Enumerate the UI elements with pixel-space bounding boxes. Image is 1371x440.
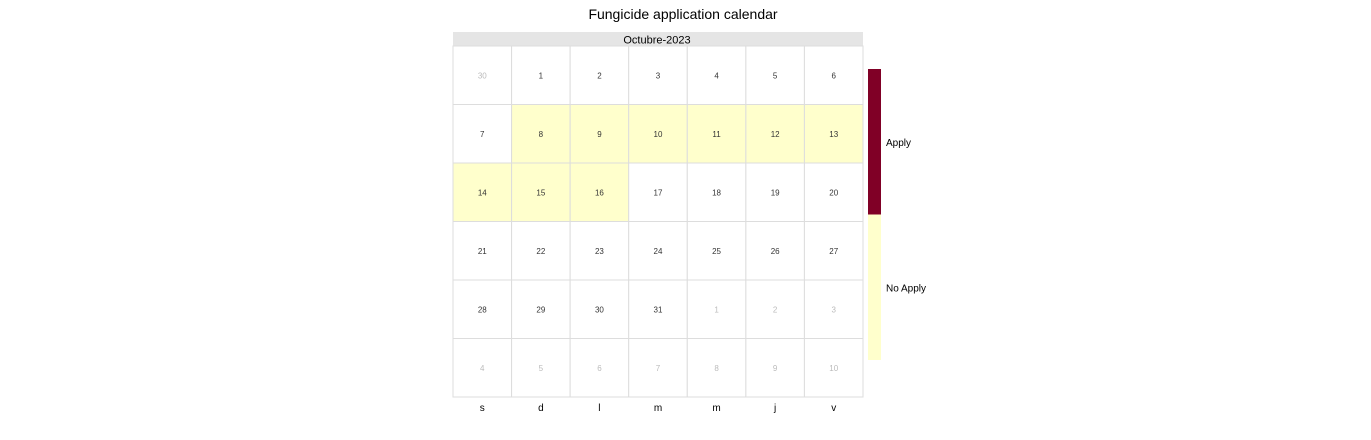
day-cell — [686, 162, 747, 222]
weekday-label: d — [538, 403, 544, 414]
day-number: 20 — [829, 188, 838, 197]
weekday-label: v — [831, 403, 836, 414]
day-cell — [745, 338, 805, 398]
month-label: Octubre-2023 — [623, 35, 690, 47]
day-number: 23 — [595, 247, 604, 256]
weekday-label: m — [712, 403, 720, 414]
day-cell — [803, 104, 864, 164]
day-number: 6 — [597, 364, 602, 373]
day-number: 14 — [478, 188, 487, 197]
day-cell — [745, 279, 805, 339]
day-cell — [569, 221, 630, 281]
day-number: 12 — [771, 130, 780, 139]
day-cell — [628, 338, 688, 398]
day-number: 25 — [712, 247, 721, 256]
day-number: 11 — [712, 130, 721, 139]
day-number: 29 — [536, 305, 545, 314]
day-number: 13 — [829, 130, 838, 139]
day-cell — [569, 338, 630, 398]
day-cell — [628, 104, 688, 164]
day-number: 8 — [714, 364, 719, 373]
day-cell — [803, 221, 864, 281]
day-cell — [511, 338, 571, 398]
day-number: 9 — [597, 130, 602, 139]
day-number: 7 — [656, 364, 661, 373]
day-number: 9 — [773, 364, 778, 373]
legend: Apply No Apply — [868, 69, 926, 360]
weekday-label: j — [773, 403, 776, 414]
legend-label: Apply — [886, 138, 911, 149]
day-number: 15 — [536, 188, 545, 197]
day-number: 6 — [831, 71, 836, 80]
day-cell — [686, 104, 747, 164]
legend-swatch — [868, 214, 881, 360]
day-cell — [745, 104, 805, 164]
day-number: 10 — [654, 130, 663, 139]
weekday-label: m — [654, 403, 662, 414]
day-number: 19 — [771, 188, 780, 197]
day-number: 22 — [536, 247, 545, 256]
day-cell — [745, 45, 805, 105]
day-cell — [803, 338, 864, 398]
legend-label: No Apply — [886, 283, 926, 294]
legend-swatch — [868, 69, 881, 215]
day-number: 1 — [539, 71, 544, 80]
day-number: 26 — [771, 247, 780, 256]
day-number: 24 — [654, 247, 663, 256]
day-cell — [686, 45, 747, 105]
day-number: 21 — [478, 247, 487, 256]
weekday-label: l — [598, 403, 600, 414]
day-cell — [452, 162, 513, 222]
chart-title: Fungicide application calendar — [588, 6, 777, 22]
month-header-bar — [453, 32, 863, 46]
day-number: 3 — [831, 305, 836, 314]
day-number: 31 — [654, 305, 663, 314]
day-cell — [511, 104, 571, 164]
day-cell — [745, 221, 805, 281]
day-number: 10 — [829, 364, 838, 373]
day-number: 17 — [654, 188, 663, 197]
day-cell — [452, 221, 513, 281]
day-cell — [452, 338, 513, 398]
day-number: 28 — [478, 305, 487, 314]
day-cell — [569, 279, 630, 339]
day-number: 27 — [829, 247, 838, 256]
day-cell — [628, 162, 688, 222]
day-cell — [803, 162, 864, 222]
day-cell — [452, 104, 513, 164]
day-number: 16 — [595, 188, 604, 197]
day-number: 5 — [773, 71, 778, 80]
day-cell — [686, 279, 747, 339]
day-number: 4 — [714, 71, 719, 80]
day-number: 2 — [597, 71, 602, 80]
day-number: 4 — [480, 364, 485, 373]
day-number: 30 — [595, 305, 604, 314]
day-number: 3 — [656, 71, 661, 80]
day-cell — [628, 221, 688, 281]
day-cell — [803, 279, 864, 339]
day-number: 8 — [539, 130, 544, 139]
day-number: 2 — [773, 305, 778, 314]
day-number: 18 — [712, 188, 721, 197]
day-number: 1 — [714, 305, 719, 314]
day-cell — [628, 279, 688, 339]
day-cell — [452, 279, 513, 339]
weekday-label: s — [480, 403, 485, 414]
day-number: 5 — [539, 364, 544, 373]
day-number: 30 — [478, 71, 487, 80]
day-cell — [803, 45, 864, 105]
day-number: 7 — [480, 130, 485, 139]
